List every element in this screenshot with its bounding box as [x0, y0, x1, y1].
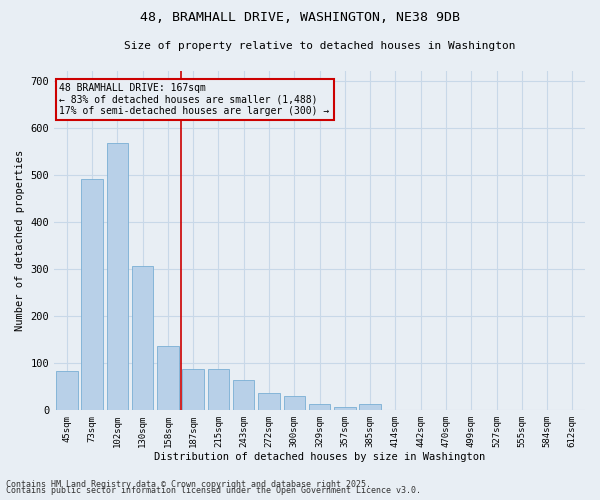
Bar: [157, 346, 179, 410]
Text: 48 BRAMHALL DRIVE: 167sqm
← 83% of detached houses are smaller (1,488)
17% of se: 48 BRAMHALL DRIVE: 167sqm ← 83% of detac…: [59, 83, 330, 116]
Bar: [359, 404, 381, 410]
Bar: [132, 266, 154, 410]
Bar: [107, 143, 128, 410]
Bar: [284, 396, 305, 410]
Bar: [309, 404, 331, 410]
Text: 48, BRAMHALL DRIVE, WASHINGTON, NE38 9DB: 48, BRAMHALL DRIVE, WASHINGTON, NE38 9DB: [140, 11, 460, 24]
Y-axis label: Number of detached properties: Number of detached properties: [15, 150, 25, 331]
Bar: [82, 180, 103, 410]
Bar: [182, 369, 204, 410]
Bar: [334, 406, 356, 410]
X-axis label: Distribution of detached houses by size in Washington: Distribution of detached houses by size …: [154, 452, 485, 462]
Bar: [258, 394, 280, 410]
Title: Size of property relative to detached houses in Washington: Size of property relative to detached ho…: [124, 41, 515, 51]
Text: Contains public sector information licensed under the Open Government Licence v3: Contains public sector information licen…: [6, 486, 421, 495]
Bar: [56, 371, 77, 410]
Bar: [233, 380, 254, 410]
Text: Contains HM Land Registry data © Crown copyright and database right 2025.: Contains HM Land Registry data © Crown c…: [6, 480, 371, 489]
Bar: [208, 369, 229, 410]
